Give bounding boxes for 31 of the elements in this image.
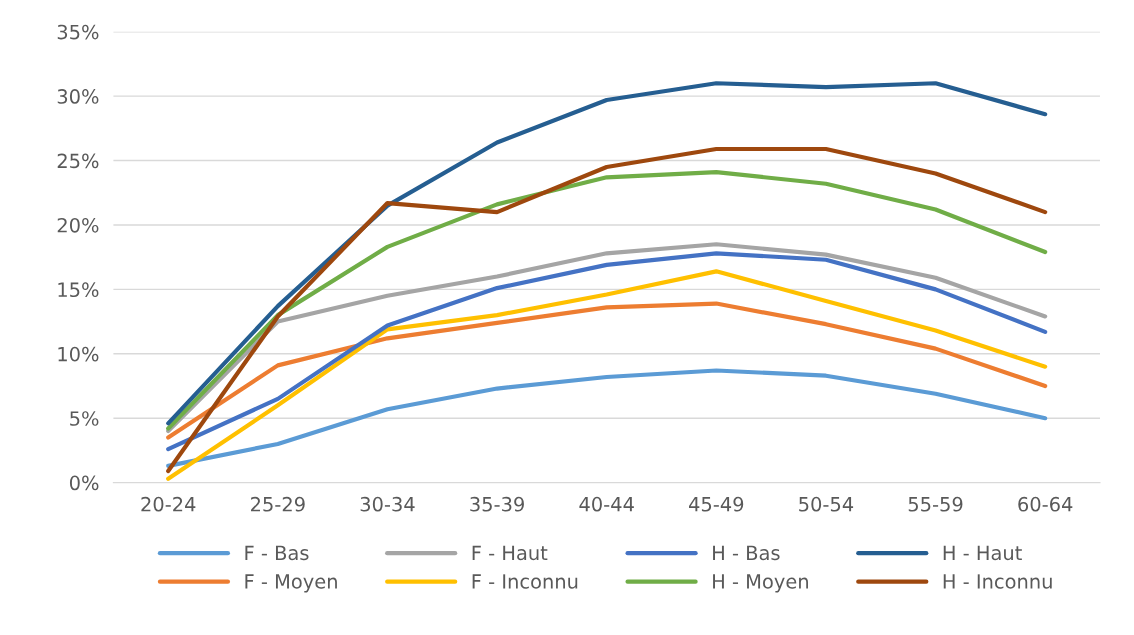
x-tick-label: 20-24 <box>141 496 196 512</box>
y-tick-label: 35% <box>57 24 99 40</box>
line-series <box>166 81 1048 426</box>
x-tick-label: 60-64 <box>1018 496 1073 512</box>
y-tick-label: 30% <box>57 89 99 104</box>
y-tick-label: 10% <box>58 346 99 362</box>
legend-label: F - Haut <box>472 545 548 561</box>
legend-label: H - Bas <box>713 545 780 561</box>
legend-label: H - Inconnu <box>943 574 1052 589</box>
y-tick-label: 0% <box>69 475 99 491</box>
line-series <box>166 146 1048 474</box>
x-tick-label: 50-54 <box>799 496 854 512</box>
y-tick-label: 20% <box>57 217 99 233</box>
line-series <box>166 368 1048 468</box>
legend-label: H - Moyen <box>713 574 808 593</box>
x-tick-label: 40-44 <box>579 496 634 512</box>
line-series <box>166 301 1048 440</box>
x-tick-label: 55-59 <box>908 496 963 512</box>
x-tick-label: 35-39 <box>470 496 524 512</box>
y-tick-label: 15% <box>58 282 99 298</box>
legend-label: F - Moyen <box>245 574 337 593</box>
legend-label: F - Inconnu <box>472 574 578 589</box>
y-tick-label: 5% <box>70 411 99 426</box>
x-tick-label: 45-49 <box>689 496 744 512</box>
line-series <box>166 170 1048 431</box>
line-series <box>166 269 1048 481</box>
y-tick-label: 25% <box>57 153 99 169</box>
x-tick-label: 25-29 <box>251 496 305 512</box>
legend-label: H - Haut <box>943 545 1022 561</box>
legend-label: F - Bas <box>245 545 309 561</box>
x-tick-label: 30-34 <box>360 496 415 512</box>
